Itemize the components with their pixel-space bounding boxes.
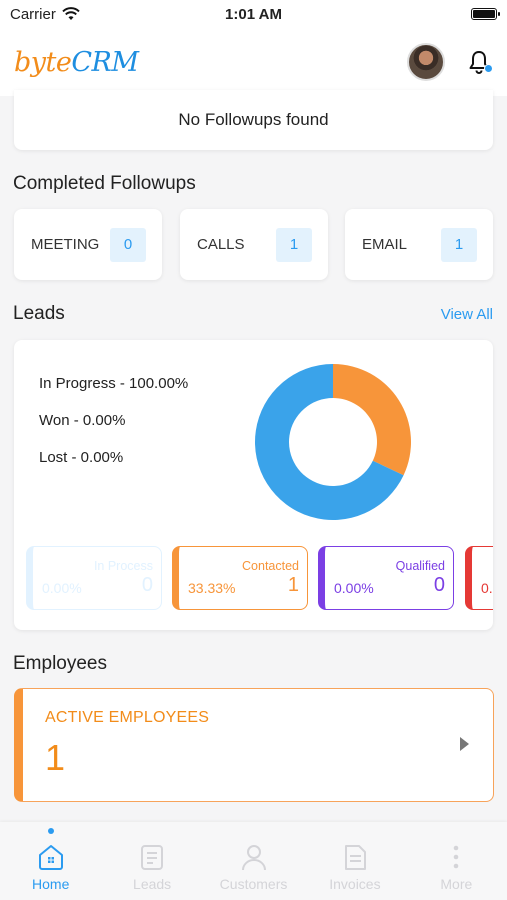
- meeting-followup-card[interactable]: MEETING 0: [14, 209, 162, 280]
- meeting-count-badge: 0: [110, 227, 146, 262]
- tab-customers[interactable]: Customers: [203, 822, 304, 900]
- stat-card-qualified[interactable]: Qualified 0 0.00%: [318, 546, 454, 610]
- home-icon: [38, 845, 63, 870]
- notification-button[interactable]: [467, 49, 493, 75]
- carrier-label: Carrier: [10, 5, 56, 23]
- no-followups-message: No Followups found: [178, 110, 329, 129]
- active-employees-card[interactable]: ACTIVE EMPLOYEES 1: [14, 688, 494, 802]
- user-avatar[interactable]: [407, 43, 445, 81]
- bottom-tab-bar: Home Leads Customers Invoices More: [0, 822, 507, 900]
- wifi-icon: [62, 7, 80, 20]
- tab-invoices[interactable]: Invoices: [304, 822, 405, 900]
- employees-title: Employees: [13, 653, 107, 674]
- legend-won: Won - 0.00%: [39, 412, 126, 429]
- leads-donut-chart: [255, 364, 411, 520]
- meeting-label: MEETING: [31, 236, 100, 253]
- battery-icon: [471, 8, 500, 20]
- legend-lost: Lost - 0.00%: [39, 449, 124, 466]
- tab-customers-label: Customers: [219, 876, 288, 892]
- email-count-badge: 1: [441, 227, 477, 262]
- more-icon: [454, 845, 459, 869]
- app-header: byteCRM: [0, 28, 507, 96]
- invoices-icon: [344, 845, 366, 870]
- leads-card: In Progress - 100.00% Won - 0.00% Lost -…: [14, 340, 493, 630]
- status-left: Carrier: [10, 6, 80, 23]
- calls-followup-card[interactable]: CALLS 1: [180, 209, 328, 280]
- tab-invoices-label: Invoices: [329, 876, 381, 892]
- leads-icon: [141, 845, 164, 870]
- customers-icon: [241, 845, 266, 871]
- legend-in-progress: In Progress - 100.00%: [39, 375, 189, 392]
- tab-more[interactable]: More: [406, 822, 507, 900]
- notification-dot: [484, 64, 493, 73]
- lead-stage-strip[interactable]: In Process 0 0.00% Contacted 1 33.33% Qu…: [14, 546, 493, 612]
- status-bar: Carrier 1:01 AM: [0, 0, 507, 28]
- email-label: EMAIL: [362, 236, 408, 253]
- calls-label: CALLS: [197, 236, 245, 253]
- stat-card-contacted[interactable]: Contacted 1 33.33%: [172, 546, 308, 610]
- bell-icon: [469, 51, 489, 74]
- stat-card-partial[interactable]: 0.: [465, 546, 493, 610]
- tab-leads-label: Leads: [133, 876, 172, 892]
- completed-followups-title: Completed Followups: [13, 173, 196, 194]
- bytecrm-logo[interactable]: byteCRM: [14, 46, 139, 78]
- email-followup-card[interactable]: EMAIL 1: [345, 209, 493, 280]
- calls-count-badge: 1: [276, 227, 312, 262]
- donut-slice-orange: [333, 364, 411, 476]
- tab-home[interactable]: Home: [0, 822, 101, 900]
- chevron-right-icon[interactable]: [460, 737, 469, 751]
- tab-home-label: Home: [32, 876, 70, 892]
- tab-more-label: More: [440, 876, 473, 892]
- no-followups-card: No Followups found: [14, 90, 493, 150]
- donut-slice-in-progress: [255, 364, 404, 520]
- view-all-leads-link[interactable]: View All: [440, 306, 493, 323]
- leads-title: Leads: [13, 303, 65, 324]
- active-employees-count: 1: [45, 737, 66, 778]
- stat-card-in-process[interactable]: In Process 0 0.00%: [26, 546, 162, 610]
- header-actions: [407, 43, 493, 81]
- tab-leads[interactable]: Leads: [101, 822, 202, 900]
- active-employees-label: ACTIVE EMPLOYEES: [45, 709, 210, 726]
- active-tab-indicator: [47, 828, 54, 834]
